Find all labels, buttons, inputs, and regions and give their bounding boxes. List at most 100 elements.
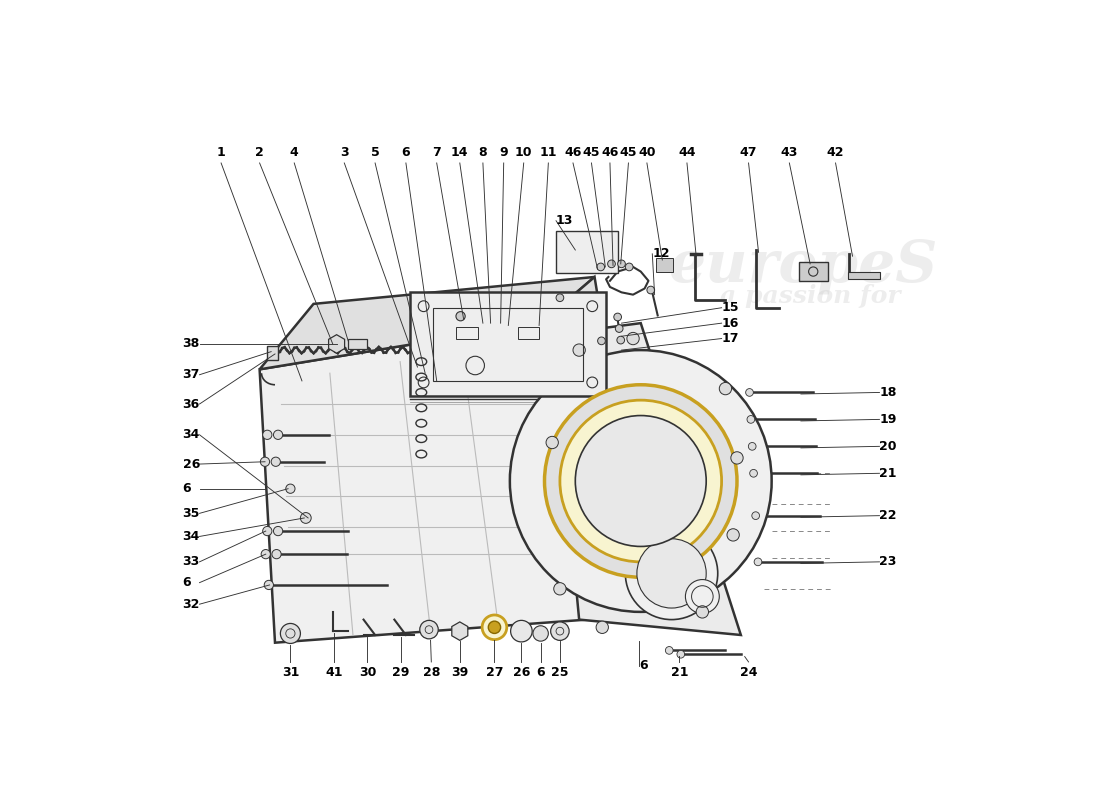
Polygon shape — [552, 323, 741, 635]
Circle shape — [647, 286, 654, 294]
Text: 29: 29 — [392, 666, 409, 678]
Circle shape — [263, 430, 272, 439]
Text: 25: 25 — [551, 666, 569, 678]
Text: a passion for: a passion for — [441, 415, 702, 516]
Text: 6: 6 — [639, 659, 648, 672]
Text: 46: 46 — [602, 146, 618, 159]
Text: 44: 44 — [679, 146, 695, 159]
Circle shape — [685, 579, 719, 614]
Circle shape — [482, 615, 507, 640]
Text: 46: 46 — [564, 146, 582, 159]
Circle shape — [615, 325, 623, 332]
Text: 38: 38 — [183, 338, 200, 350]
Circle shape — [617, 336, 625, 344]
Circle shape — [286, 484, 295, 494]
Polygon shape — [260, 277, 594, 370]
Text: 6: 6 — [402, 146, 410, 159]
Text: 6: 6 — [183, 576, 191, 589]
Circle shape — [727, 529, 739, 541]
Text: 10: 10 — [515, 146, 532, 159]
Circle shape — [627, 332, 639, 345]
Text: 1: 1 — [217, 146, 226, 159]
Circle shape — [560, 400, 722, 562]
Text: 31: 31 — [282, 666, 299, 678]
Text: 7: 7 — [432, 146, 441, 159]
Polygon shape — [260, 323, 587, 642]
Text: 26: 26 — [513, 666, 530, 678]
Circle shape — [546, 436, 559, 449]
Circle shape — [597, 337, 605, 345]
Text: 11: 11 — [540, 146, 557, 159]
Text: 42: 42 — [827, 146, 845, 159]
Circle shape — [575, 415, 706, 546]
Bar — [455, 327, 477, 338]
Text: 43: 43 — [781, 146, 798, 159]
Circle shape — [607, 260, 615, 268]
Text: 45: 45 — [619, 146, 637, 159]
Text: 12: 12 — [652, 247, 670, 260]
Bar — [656, 258, 673, 271]
Circle shape — [625, 527, 718, 619]
Text: 1985: 1985 — [537, 464, 760, 590]
Circle shape — [666, 646, 673, 654]
Text: 41: 41 — [326, 666, 343, 678]
Bar — [799, 262, 828, 281]
Text: 36: 36 — [183, 398, 200, 410]
Text: 34: 34 — [183, 428, 200, 442]
Text: 30: 30 — [359, 666, 376, 678]
Text: 20: 20 — [880, 440, 896, 453]
Text: 24: 24 — [740, 666, 757, 678]
Circle shape — [637, 538, 706, 608]
Text: 18: 18 — [880, 386, 896, 399]
Text: 35: 35 — [183, 507, 200, 520]
Text: 40: 40 — [638, 146, 656, 159]
Text: 21: 21 — [880, 467, 896, 480]
Text: 3: 3 — [340, 146, 349, 159]
Circle shape — [551, 622, 569, 640]
Circle shape — [696, 606, 708, 618]
Circle shape — [280, 623, 300, 643]
Text: 5: 5 — [371, 146, 380, 159]
Text: 6: 6 — [537, 666, 544, 678]
Text: 27: 27 — [486, 666, 503, 678]
Text: a passion for: a passion for — [719, 284, 901, 308]
Circle shape — [261, 550, 271, 558]
Bar — [409, 292, 606, 396]
Circle shape — [510, 350, 772, 612]
Polygon shape — [541, 277, 634, 619]
Text: 34: 34 — [183, 530, 200, 543]
Text: 32: 32 — [183, 598, 200, 610]
Bar — [556, 230, 618, 273]
Circle shape — [261, 457, 270, 466]
Text: 4: 4 — [290, 146, 298, 159]
Circle shape — [274, 526, 283, 536]
Text: 15: 15 — [722, 302, 739, 314]
Circle shape — [755, 558, 762, 566]
Text: 26: 26 — [183, 458, 200, 470]
Circle shape — [748, 442, 756, 450]
Circle shape — [300, 513, 311, 523]
Bar — [433, 308, 583, 381]
Circle shape — [488, 621, 501, 634]
Circle shape — [510, 620, 532, 642]
Circle shape — [746, 389, 754, 396]
Text: 13: 13 — [556, 214, 573, 227]
Text: 37: 37 — [183, 368, 200, 382]
Circle shape — [625, 263, 634, 270]
Bar — [517, 327, 539, 338]
Text: 16: 16 — [722, 317, 739, 330]
Circle shape — [750, 470, 758, 477]
Circle shape — [573, 344, 585, 356]
Text: 39: 39 — [451, 666, 469, 678]
Circle shape — [597, 263, 605, 270]
Text: europeS: europeS — [668, 237, 937, 294]
Circle shape — [751, 512, 759, 519]
Text: 17: 17 — [722, 332, 739, 345]
Text: 14: 14 — [451, 146, 469, 159]
Circle shape — [553, 582, 566, 595]
Circle shape — [719, 382, 732, 394]
Text: 23: 23 — [880, 555, 896, 568]
Circle shape — [544, 385, 737, 578]
Circle shape — [271, 457, 281, 466]
Circle shape — [274, 430, 283, 439]
